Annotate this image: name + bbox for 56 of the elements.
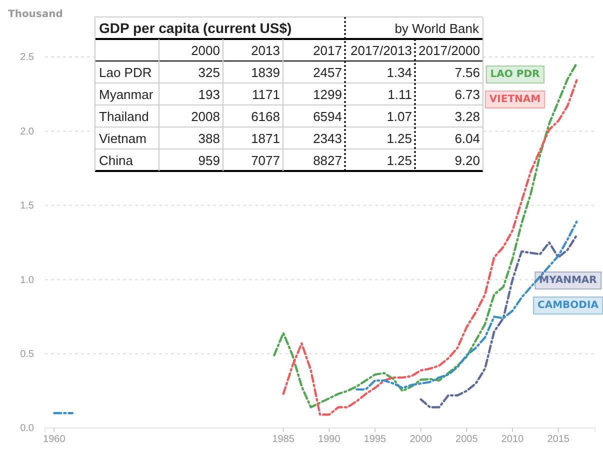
text: 2457: [313, 65, 342, 80]
text: 1.25: [386, 131, 412, 146]
text: 1.34: [386, 65, 412, 80]
category-label: Vietnam: [99, 131, 146, 146]
text: 193: [198, 87, 220, 102]
category-label: 2013: [251, 43, 280, 58]
category-label: Lao PDR: [99, 65, 152, 80]
text: 3.28: [454, 109, 480, 124]
category-label: China: [99, 153, 133, 168]
text: VIETNAM: [489, 94, 541, 105]
y-tick-label: 2.5: [20, 52, 34, 64]
x-tick-label: 1960: [43, 434, 66, 446]
y-tick-label: 0.0: [20, 423, 34, 434]
text: MYANMAR: [539, 275, 598, 286]
category-label: 2017/2013: [350, 43, 412, 58]
text: 6.73: [454, 87, 480, 102]
text: 1871: [251, 131, 280, 146]
text: 9.20: [454, 153, 480, 168]
text: 2008: [191, 109, 220, 124]
y-tick-label: 1.0: [20, 274, 34, 286]
series-label: CAMBODIA: [538, 300, 599, 311]
text: 6594: [313, 109, 342, 124]
text: 1.07: [386, 109, 412, 124]
y-tick-label: 0.5: [20, 349, 34, 360]
text: 1299: [313, 87, 342, 102]
text: 6168: [251, 109, 280, 124]
text: LAO PDR: [490, 69, 540, 80]
text: by World Bank: [394, 21, 480, 36]
text: 388: [198, 131, 220, 146]
text: 8827: [313, 153, 342, 168]
x-tick-label: 2015: [547, 434, 570, 446]
text: 7077: [251, 153, 280, 168]
y-tick-label: 1.5: [20, 200, 34, 212]
text: 325: [198, 65, 220, 80]
text: 1.25: [386, 153, 412, 168]
text: 2343: [313, 131, 342, 146]
category-label: Myanmar: [99, 87, 154, 102]
text: 7.56: [454, 65, 480, 80]
y-tick-label: 2.0: [20, 126, 34, 138]
text: 1839: [251, 65, 280, 80]
x-tick-label: 2010: [501, 434, 524, 446]
y-axis-title: Thousand: [8, 9, 63, 20]
text: GDP per capita (current US$): [99, 20, 292, 36]
category-label: 2017: [313, 43, 342, 58]
text: 1171: [252, 87, 280, 102]
category-label: 2017/2000: [418, 43, 480, 58]
x-tick-label: 1985: [272, 434, 295, 446]
x-tick-label: 1990: [318, 434, 341, 446]
category-label: 2000: [191, 43, 220, 58]
category-label: Thailand: [99, 109, 149, 124]
text: 6.04: [454, 131, 480, 146]
x-tick-label: 1995: [364, 434, 387, 446]
x-tick-label: 2005: [456, 434, 478, 446]
x-tick-label: 2000: [410, 434, 432, 446]
text: 1.11: [388, 87, 412, 102]
text: 959: [198, 153, 220, 168]
